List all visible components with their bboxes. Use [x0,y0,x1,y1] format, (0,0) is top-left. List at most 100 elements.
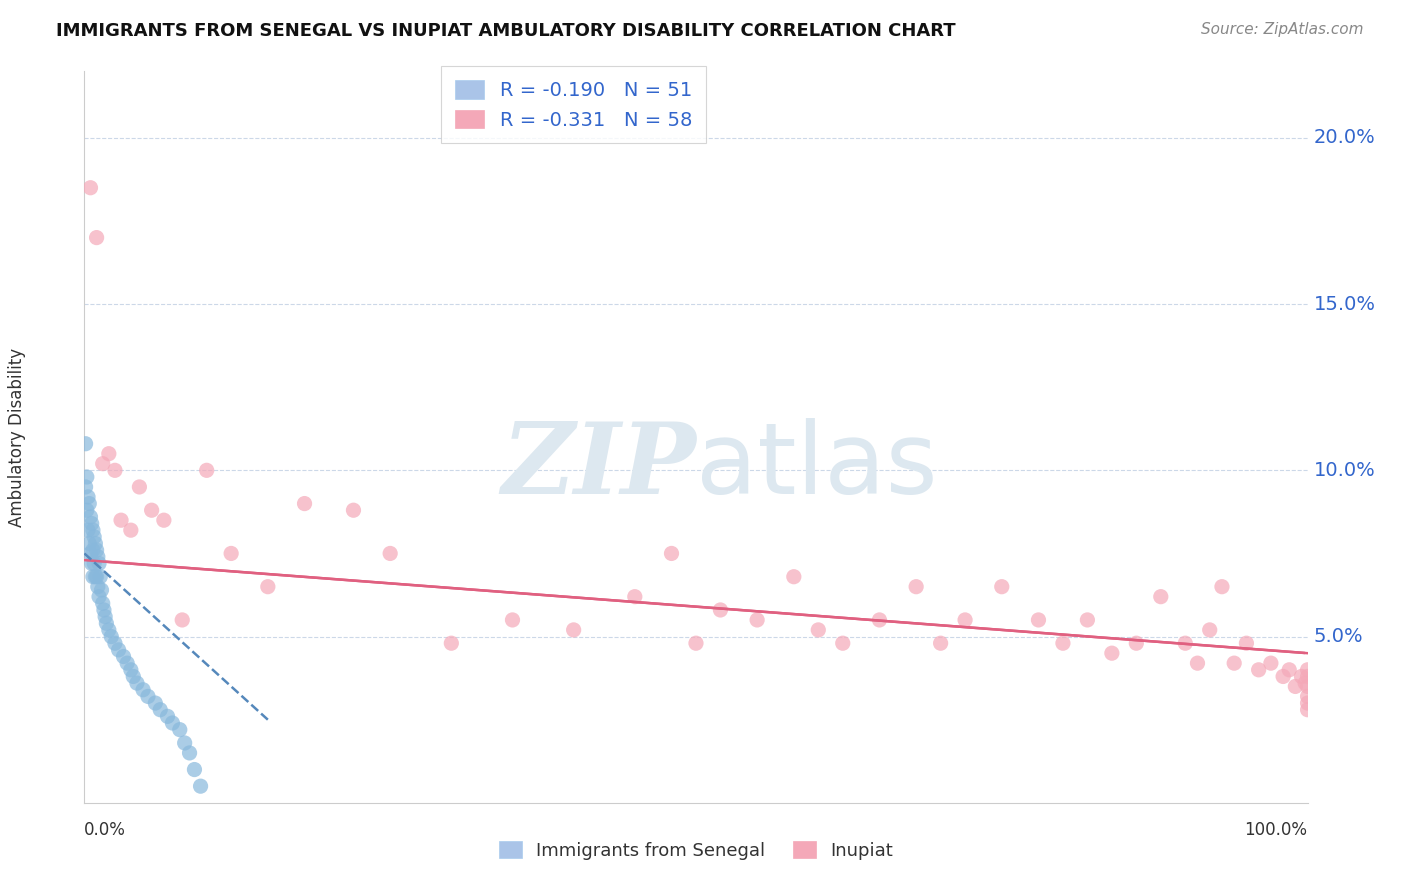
Point [100,630,122,644]
Point [1296,669,1319,683]
Point [169,723,191,737]
Point [380,546,402,560]
Point [141,503,163,517]
Point [1296,680,1319,694]
Point [661,546,683,560]
Point [87,557,110,571]
Point [83,557,105,571]
Point [97,447,120,461]
Point [77,490,100,504]
Point [1052,636,1074,650]
Point [91,596,114,610]
Point [1174,636,1197,650]
Point [1296,703,1319,717]
Point [1223,656,1246,670]
Point [831,636,853,650]
Point [89,570,111,584]
Point [440,636,463,650]
Point [1278,663,1301,677]
Point [86,570,108,584]
Point [1028,613,1050,627]
Point [112,649,135,664]
Point [110,513,132,527]
Point [93,603,115,617]
Point [502,613,524,627]
Point [807,623,830,637]
Point [1296,690,1319,704]
Legend: R = -0.190   N = 51, R = -0.331   N = 58: R = -0.190 N = 51, R = -0.331 N = 58 [441,66,706,144]
Text: ZIP: ZIP [501,418,696,515]
Point [624,590,647,604]
Point [79,180,101,194]
Point [86,543,108,558]
Point [156,709,179,723]
Point [929,636,952,650]
Point [83,530,105,544]
Text: 5.0%: 5.0% [1313,627,1364,646]
Point [104,636,127,650]
Text: 15.0%: 15.0% [1313,294,1375,314]
Point [1284,680,1306,694]
Point [115,656,138,670]
Point [294,497,316,511]
Point [1150,590,1173,604]
Point [143,696,166,710]
Point [132,682,155,697]
Text: IMMIGRANTS FROM SENEGAL VS INUPIAT AMBULATORY DISABILITY CORRELATION CHART: IMMIGRANTS FROM SENEGAL VS INUPIAT AMBUL… [56,22,956,40]
Text: Source: ZipAtlas.com: Source: ZipAtlas.com [1201,22,1364,37]
Point [79,546,101,560]
Text: 20.0%: 20.0% [1313,128,1375,147]
Point [562,623,585,637]
Point [80,516,103,531]
Point [1296,663,1319,677]
Point [87,590,110,604]
Text: 0.0%: 0.0% [84,821,127,839]
Point [747,613,769,627]
Point [1125,636,1147,650]
Point [104,463,127,477]
Point [84,536,107,550]
Point [1272,669,1295,683]
Point [128,480,150,494]
Point [869,613,891,627]
Point [125,676,148,690]
Point [257,580,280,594]
Point [82,570,104,584]
Point [1291,669,1313,683]
Point [1101,646,1123,660]
Point [86,230,108,244]
Point [94,609,117,624]
Point [75,436,97,450]
Point [1076,613,1098,627]
Point [173,736,195,750]
Point [75,480,97,494]
Point [183,763,205,777]
Point [87,580,110,594]
Point [77,536,100,550]
Point [905,580,928,594]
Text: 100.0%: 100.0% [1244,821,1308,839]
Point [149,703,172,717]
Point [122,669,145,683]
Point [87,549,110,564]
Point [195,463,218,477]
Point [219,546,242,560]
Point [76,503,98,517]
Point [1247,663,1270,677]
Point [96,616,118,631]
Point [97,623,120,637]
Point [1296,696,1319,710]
Point [1211,580,1233,594]
Text: Ambulatory Disability: Ambulatory Disability [8,348,27,526]
Point [953,613,976,627]
Point [82,543,104,558]
Point [1187,656,1209,670]
Text: 10.0%: 10.0% [1313,461,1375,480]
Point [1294,676,1316,690]
Point [1236,636,1258,650]
Point [172,613,194,627]
Point [91,457,114,471]
Point [190,779,212,793]
Point [79,509,101,524]
Point [76,470,98,484]
